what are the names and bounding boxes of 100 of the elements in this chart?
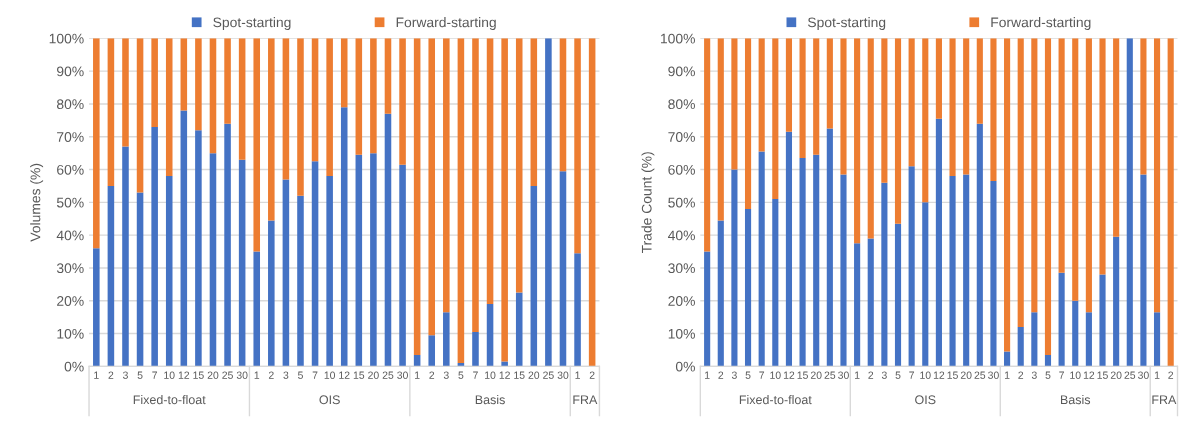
x-tick-label: 25 — [974, 371, 986, 379]
bar — [574, 38, 581, 254]
bar — [1031, 312, 1038, 367]
bar — [457, 38, 465, 364]
bar — [758, 38, 765, 152]
bar — [486, 38, 494, 305]
y-tick-label: 60% — [668, 164, 695, 175]
bar — [826, 38, 833, 129]
bar — [268, 38, 275, 221]
bar — [165, 38, 173, 177]
x-tick-label: 2 — [868, 371, 874, 379]
bar — [559, 38, 567, 172]
bar — [545, 38, 552, 367]
x-tick-label: 30 — [1138, 371, 1149, 379]
bar — [744, 208, 752, 367]
bar — [1004, 38, 1011, 352]
bar — [399, 38, 406, 165]
bar — [717, 220, 724, 367]
bar — [1004, 351, 1011, 367]
y-tick-label: 30% — [668, 263, 695, 274]
x-tick-label: 12 — [1083, 371, 1095, 379]
bar — [165, 176, 173, 367]
y-tick-label: 10% — [57, 328, 84, 339]
bar — [326, 176, 333, 367]
bar — [195, 38, 202, 131]
x-tick-label: 5 — [137, 371, 143, 379]
bar — [443, 38, 450, 313]
bar — [472, 38, 479, 332]
bar — [772, 199, 779, 367]
bar — [1085, 312, 1092, 367]
bar — [399, 164, 406, 367]
x-tick-label: 25 — [222, 371, 233, 379]
bar — [1126, 38, 1133, 367]
bar — [574, 253, 581, 367]
bar — [731, 38, 738, 170]
bar — [443, 312, 450, 367]
x-tick-label: 5 — [1045, 371, 1051, 379]
bar — [238, 38, 246, 160]
x-tick-label: 10 — [770, 371, 781, 379]
text: Fixed-to-float — [133, 394, 206, 405]
x-tick-label: 1 — [254, 371, 260, 379]
x-tick-label: 3 — [283, 371, 289, 379]
bar — [1099, 274, 1106, 367]
x-tick-label: 30 — [236, 371, 248, 379]
x-tick-label: 2 — [718, 371, 724, 379]
y-tick-label: 0% — [675, 361, 695, 372]
x-tick-label: 7 — [759, 371, 765, 379]
x-tick-label: 25 — [1124, 371, 1136, 379]
bar — [894, 223, 902, 367]
bar — [515, 38, 523, 293]
bar — [976, 123, 983, 367]
y-axis-title: Volumes (%) — [30, 163, 44, 242]
bar — [268, 220, 275, 367]
x-tick-label: 20 — [368, 371, 379, 379]
bar — [122, 146, 129, 367]
bar — [1167, 38, 1174, 367]
y-tick-label: 90% — [668, 66, 695, 77]
x-tick-label: 1 — [855, 371, 860, 379]
bar — [949, 38, 956, 177]
bar — [428, 335, 436, 367]
bar — [1085, 38, 1092, 313]
bar — [799, 38, 806, 159]
bar — [854, 243, 861, 367]
x-tick-label: 10 — [920, 371, 931, 379]
legend-label: Spot-starting — [213, 17, 291, 31]
x-tick-label: 5 — [895, 371, 901, 379]
bar — [935, 118, 942, 367]
bar — [867, 38, 874, 239]
bar — [355, 38, 363, 155]
y-tick-label: 20% — [668, 296, 695, 306]
bar — [180, 110, 188, 367]
bar — [1153, 312, 1161, 367]
x-tick-label: 10 — [324, 371, 336, 379]
x-tick-label: 10 — [1070, 371, 1081, 379]
y-tick-label: 50% — [56, 197, 84, 208]
bar — [501, 361, 508, 367]
x-tick-label: 20 — [810, 371, 822, 379]
bar — [1072, 38, 1079, 301]
bar — [1058, 272, 1065, 367]
bar — [1072, 300, 1079, 367]
bar — [472, 331, 479, 367]
text: FRA — [1152, 395, 1177, 405]
x-tick-label: 5 — [745, 371, 751, 379]
y-tick-label: 40% — [667, 230, 695, 241]
x-tick-label: 1 — [415, 371, 420, 379]
bar — [908, 38, 915, 167]
bar — [1017, 327, 1024, 367]
bar — [486, 304, 494, 367]
x-tick-label: 1 — [1004, 371, 1010, 379]
legend-label: Forward-starting — [991, 17, 1091, 31]
x-tick-label: 25 — [382, 371, 394, 379]
x-tick-label: 20 — [960, 371, 972, 379]
x-tick-label: 7 — [909, 371, 915, 379]
bar — [253, 251, 261, 367]
x-tick-label: 5 — [298, 371, 303, 379]
x-tick-label: 1 — [705, 371, 710, 379]
bar — [799, 158, 806, 367]
bar — [1044, 38, 1052, 355]
bar — [122, 38, 129, 147]
x-tick-label: 3 — [443, 371, 449, 379]
